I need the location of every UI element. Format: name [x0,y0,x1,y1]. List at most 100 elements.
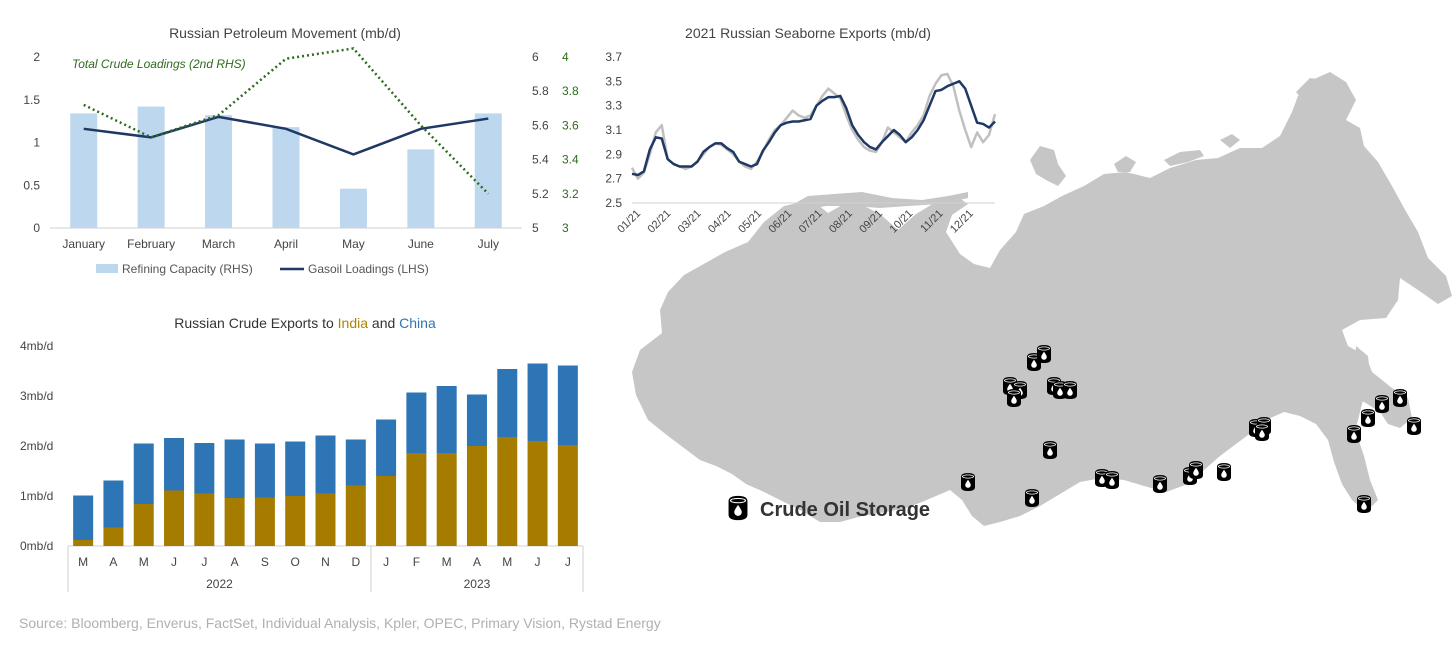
oil-barrel-icon [961,473,975,491]
right-axis-tick: 6 [532,50,539,64]
china-bar [164,438,185,491]
legend-label-refining: Refining Capacity (RHS) [122,262,253,276]
india-china-exports-chart: Russian Crude Exports to India and China… [20,315,584,592]
left-axis-tick: 1.5 [23,93,40,107]
india-bar [133,504,154,546]
month-label: J [383,555,389,569]
refining-capacity-bar [137,106,165,228]
left-axis-tick: 1 [33,136,40,150]
title-segment: India [338,315,369,331]
oil-barrel-icon [1153,475,1167,493]
y-axis-tick: 2mb/d [20,439,53,453]
x-category-label: June [408,237,434,251]
y-axis-tick: 2.7 [605,172,622,186]
oil-barrel-icon [1105,471,1119,489]
china-bar [436,386,457,453]
china-bar [194,443,215,494]
oil-barrel-icon [1063,381,1077,399]
x-category-label: July [478,237,499,251]
india-bar [497,437,518,546]
year-group-label: 2023 [464,577,491,591]
india-bar [527,441,548,546]
sakhalin [1348,346,1370,440]
india-bar [194,493,215,546]
china-bar [103,480,124,528]
novaya-zemlya [790,192,968,210]
y-axis-tick: 0mb/d [20,539,53,553]
china-bar [73,495,94,540]
kamchatka-island [1360,184,1398,226]
right2-axis-tick: 3.4 [562,153,579,167]
x-category-label: March [202,237,235,251]
arctic-island-1 [1114,156,1136,172]
arctic-island-3 [1220,134,1240,148]
china-bar [254,443,275,498]
seaborne-navy-line [631,80,996,177]
oil-barrel-icon [1025,489,1039,507]
refining-capacity-bar [407,149,435,228]
legend-swatch-refining [96,264,118,273]
y-axis-tick: 3.5 [605,74,622,88]
month-label: F [413,555,420,569]
oil-barrel-icon [1189,461,1203,479]
y-axis-tick: 2.5 [605,196,622,210]
china-bar [527,363,548,441]
month-label: M [139,555,149,569]
india-bar [285,496,306,546]
x-month-tick: 04/21 [706,208,734,236]
india-bar [466,446,487,546]
new-siberian-islands [1296,78,1326,104]
y-axis-tick: 3.1 [605,123,622,137]
refining-capacity-bar [272,127,300,228]
map-legend: Crude Oil Storage [728,495,930,521]
month-label: A [473,555,481,569]
month-label: J [565,555,571,569]
india-bar [315,493,336,546]
china-bar [466,394,487,446]
refining-capacity-bar [474,113,502,228]
x-category-label: February [127,237,175,251]
y-axis-tick: 2.9 [605,147,622,161]
month-label: D [351,555,360,569]
petroleum-chart-title: Russian Petroleum Movement (mb/d) [169,25,401,41]
india-bar [164,490,185,546]
y-axis-tick: 4mb/d [20,339,53,353]
china-bar [224,439,245,498]
china-bar [315,435,336,494]
y-axis-tick: 1mb/d [20,489,53,503]
title-segment: Russian Crude Exports to [174,315,337,331]
india-bar [557,445,578,546]
oil-barrel-icon [1375,395,1389,413]
legend-label-gasoil: Gasoil Loadings (LHS) [308,262,429,276]
right2-axis-tick: 3.8 [562,84,579,98]
oil-barrel-icon [1043,441,1057,459]
y-axis-tick: 3mb/d [20,389,53,403]
refining-capacity-bar [205,115,233,228]
severnaya-zemlya [1030,146,1066,186]
china-bar [376,419,397,476]
oil-barrel-icon [728,495,748,521]
china-bar [406,392,427,453]
right2-axis-tick: 3 [562,221,569,235]
oil-barrel-icon [1347,425,1361,443]
right2-axis-tick: 3.6 [562,118,579,132]
india-china-chart-title: Russian Crude Exports to India and China [174,315,436,331]
title-segment: and [368,315,399,331]
month-label: J [171,555,177,569]
russia-landmass [632,72,1452,526]
india-bar [345,485,366,546]
china-bar [345,439,366,486]
oil-barrel-icon [1037,345,1051,363]
left-axis-tick: 0 [33,221,40,235]
india-bar [73,540,94,546]
right-axis-tick: 5.4 [532,153,549,167]
x-month-tick: 03/21 [676,208,704,236]
month-label: J [201,555,207,569]
refining-capacity-bar [70,113,98,228]
y-axis-tick: 3.3 [605,99,622,113]
month-label: A [231,555,239,569]
india-bar [254,497,275,546]
refining-capacity-bar [339,188,367,228]
india-bar [436,453,457,546]
